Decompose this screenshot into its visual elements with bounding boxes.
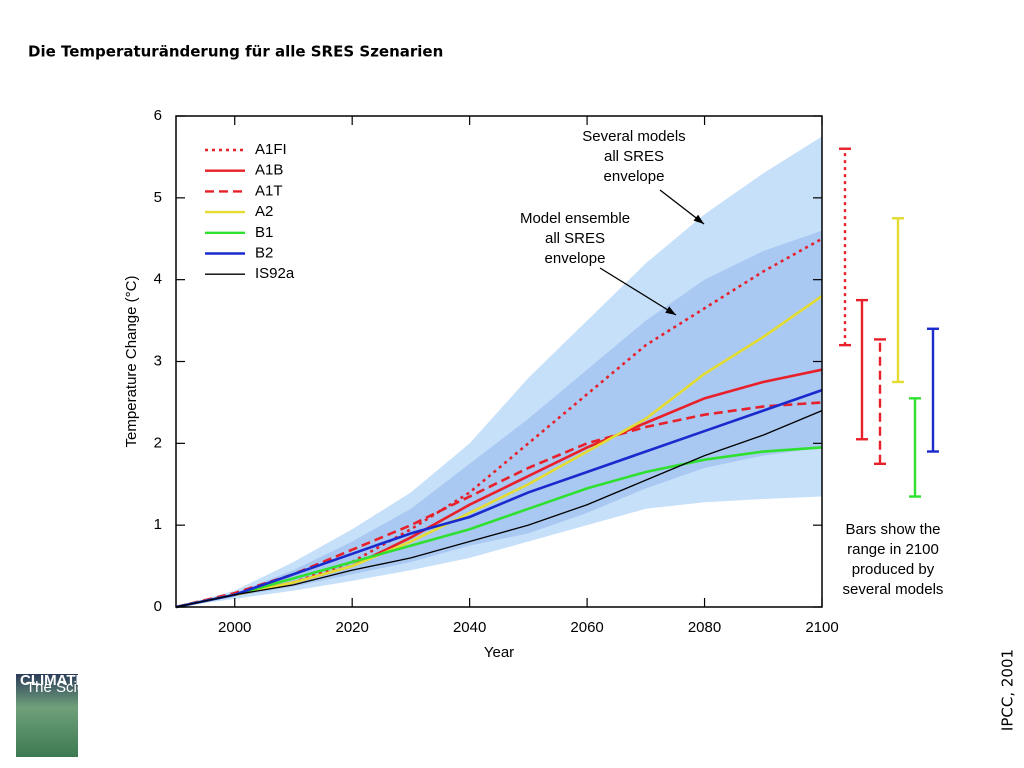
legend-label: A1B [255, 162, 283, 179]
book-cover: CLIMATE CHANGE 2001 The Scientific Basis [16, 672, 192, 757]
x-tick-label: 2100 [805, 619, 838, 636]
y-tick-label: 2 [154, 434, 162, 451]
envelope [176, 136, 822, 608]
annotation: produced by [852, 561, 935, 578]
arrow-head [693, 214, 704, 224]
y-tick-label: 6 [154, 107, 162, 124]
y-tick-label: 1 [154, 516, 162, 533]
annotation: all SRES [545, 230, 605, 247]
legend-label: B1 [255, 224, 273, 241]
series-line [175, 294, 823, 609]
x-tick-label: 2000 [218, 619, 251, 636]
annotation-arrow [599, 267, 677, 316]
annotation: all SRES [604, 148, 664, 165]
annotation: envelope [545, 250, 606, 267]
y-axis-label: Temperature Change (°C) [123, 276, 140, 448]
annotation: Model ensemble [520, 210, 630, 227]
legend-label: B2 [255, 244, 273, 261]
annotation: Bars show the [845, 521, 940, 538]
x-axis-label: Year [484, 644, 514, 661]
y-tick-label: 4 [154, 271, 162, 288]
x-tick-label: 2080 [688, 619, 721, 636]
cover-title: CLIMATE CHANGE 2001 [20, 672, 192, 689]
annotation: envelope [604, 168, 665, 185]
annotation: Several models [582, 128, 685, 145]
y-tick-label: 0 [154, 598, 162, 615]
x-tick-label: 2060 [570, 619, 603, 636]
credit: IPCC, 2001 [999, 649, 1017, 731]
legend-label: A1FI [255, 141, 287, 158]
y-tick-label: 5 [154, 189, 162, 206]
cover-image [16, 674, 78, 757]
y-tick-label: 3 [154, 352, 162, 369]
legend-label: A2 [255, 203, 273, 220]
x-tick-label: 2020 [335, 619, 368, 636]
legend-label: A1T [255, 182, 283, 199]
annotation: range in 2100 [847, 541, 939, 558]
annotation: several models [843, 581, 944, 598]
envelope [176, 230, 822, 608]
series-line [175, 401, 823, 609]
series-line [175, 410, 823, 608]
series-line [175, 237, 823, 609]
legend-label: IS92a [255, 265, 295, 282]
slide-title: Die Temperaturänderung für alle SRES Sze… [28, 43, 443, 61]
series-line [175, 446, 823, 609]
series-line [175, 388, 823, 609]
arrow-head [665, 306, 676, 315]
cover-subtitle: The Scientific Basis [26, 679, 157, 696]
x-tick-label: 2040 [453, 619, 486, 636]
